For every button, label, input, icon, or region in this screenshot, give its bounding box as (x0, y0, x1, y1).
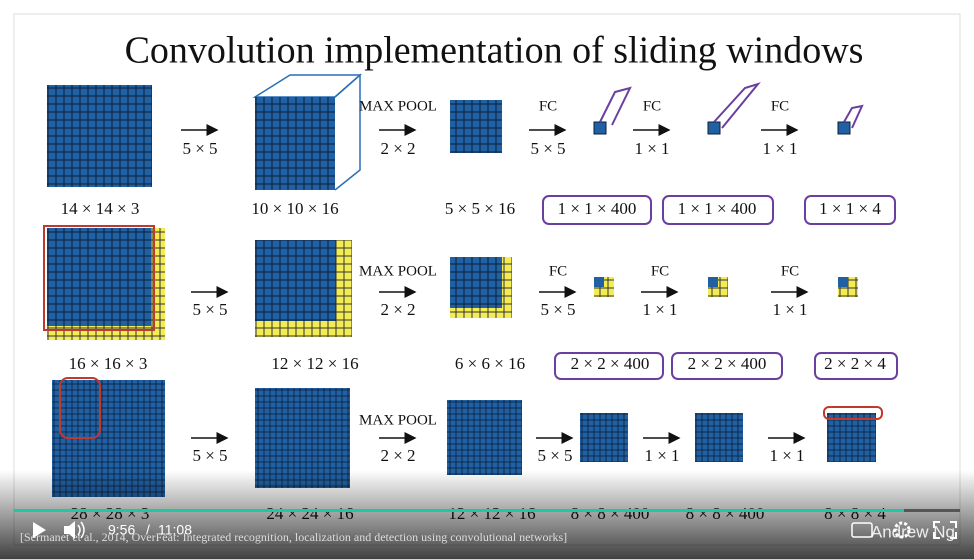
volume-label: 6 × 6 × 16 (455, 354, 525, 373)
annotation (554, 352, 664, 380)
volume-label: 2 × 2 × 4 (824, 354, 886, 373)
annotation (542, 195, 652, 225)
annotation (823, 406, 883, 420)
operation-name: MAX POOL (359, 412, 437, 428)
fc-volume (827, 413, 876, 462)
volume-label: 14 × 14 × 3 (61, 199, 140, 218)
volume-label: 2 × 2 × 400 (688, 354, 767, 373)
operation-name: MAX POOL (359, 263, 437, 279)
operation-name: FC (539, 98, 557, 114)
operation-size: 5 × 5 (192, 300, 227, 319)
operation-size: 5 × 5 (192, 446, 227, 465)
window (255, 240, 336, 321)
window (708, 277, 718, 287)
volume-label: 10 × 10 × 16 (251, 199, 338, 218)
operation-size: 1 × 1 (772, 300, 807, 319)
volume-depth (334, 73, 361, 191)
volume-button[interactable] (64, 521, 85, 539)
annotation (59, 377, 101, 439)
fc-volume (837, 121, 851, 135)
author: Andrew Ng (871, 522, 955, 541)
window (594, 277, 604, 287)
fc-volume (695, 413, 743, 462)
operation-size: 2 × 2 (380, 139, 415, 158)
operation-name: FC (643, 98, 661, 114)
row-3-shapes (52, 377, 883, 497)
operation-size: 5 × 5 (530, 139, 565, 158)
operation-size: 5 × 5 (182, 139, 217, 158)
pool-volume (450, 100, 502, 153)
volume-label: 2 × 2 × 400 (571, 354, 650, 373)
row-1-shapes (47, 73, 896, 225)
fc-volume (580, 413, 628, 462)
volume-label: 1 × 1 × 400 (678, 199, 757, 218)
window (47, 228, 151, 326)
fullscreen-button[interactable] (933, 521, 957, 539)
progress-played (14, 509, 904, 512)
operation-name: MAX POOL (359, 98, 437, 114)
operation-size: 1 × 1 (644, 446, 679, 465)
volume-label: 5 × 5 × 16 (445, 199, 515, 218)
operation-size: 5 × 5 (537, 446, 572, 465)
volume-label: 1 × 1 × 4 (819, 199, 881, 218)
annotation (814, 352, 898, 380)
slide-title: Convolution implementation of sliding wi… (125, 30, 864, 72)
operation-size: 1 × 1 (642, 300, 677, 319)
controls-shade (0, 470, 974, 559)
pool-volume (447, 400, 522, 475)
operation-size: 1 × 1 (762, 139, 797, 158)
operation-name: FC (771, 98, 789, 114)
operation-name: FC (781, 263, 799, 279)
row-2-shapes (43, 225, 898, 380)
annotation (671, 352, 783, 380)
conv-volume (255, 97, 335, 190)
annotation (43, 225, 155, 331)
fc-volume (707, 121, 721, 135)
settings-button[interactable] (893, 521, 911, 539)
volume-label: 16 × 16 × 3 (69, 354, 148, 373)
operation-size: 2 × 2 (380, 300, 415, 319)
duration: 11:08 (158, 522, 192, 538)
operation-size: 1 × 1 (769, 446, 804, 465)
operation-size: 5 × 5 (540, 300, 575, 319)
operation-size: 1 × 1 (634, 139, 669, 158)
operation-size: 2 × 2 (380, 446, 415, 465)
current-time: 9:56 (108, 522, 135, 538)
citation: [Sermanet et al., 2014, OverFeat: Integr… (20, 530, 567, 544)
annotation (599, 86, 632, 126)
operation-name: FC (549, 263, 567, 279)
operation-name: FC (651, 263, 669, 279)
time-separator: / (146, 522, 150, 538)
window (838, 277, 848, 287)
captions-button[interactable] (851, 522, 873, 538)
window (450, 257, 502, 308)
annotation (713, 82, 761, 129)
fc-volume (593, 121, 607, 135)
volume-label: 1 × 1 × 400 (558, 199, 637, 218)
annotation (843, 104, 864, 129)
input-volume (47, 85, 152, 187)
volume-label: 12 × 12 × 16 (271, 354, 358, 373)
annotation (662, 195, 774, 225)
annotation (804, 195, 896, 225)
play-button[interactable] (33, 522, 46, 538)
